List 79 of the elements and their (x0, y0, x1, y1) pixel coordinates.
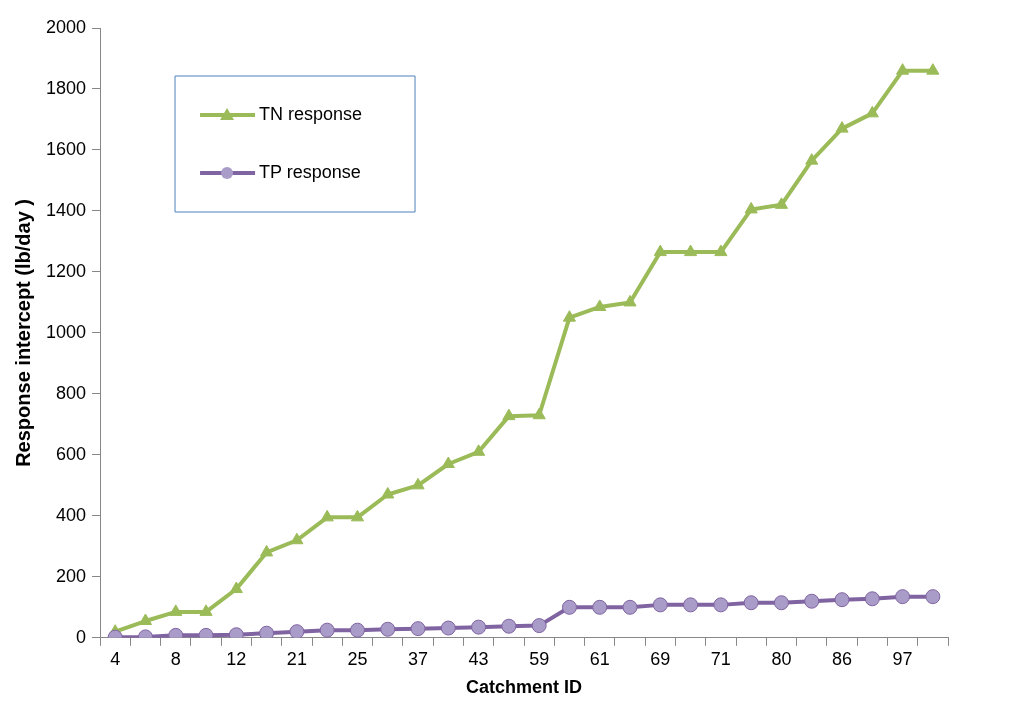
point (501, 618, 517, 634)
point (592, 599, 608, 615)
point (623, 294, 637, 307)
x-tick-label: 8 (170, 648, 181, 669)
point (835, 121, 849, 133)
x-tick-label: 25 (347, 648, 368, 669)
y-tick-label: 1200 (46, 260, 87, 281)
x-tick-label: 37 (408, 648, 429, 669)
legend-label: TN response (259, 103, 363, 124)
point (380, 621, 396, 637)
y-tick-label: 1600 (46, 138, 87, 159)
point (774, 197, 788, 209)
point (896, 63, 910, 75)
point (411, 477, 425, 490)
y-tick-label: 2000 (46, 16, 87, 37)
point (773, 595, 789, 611)
point (502, 408, 516, 421)
point (290, 532, 304, 545)
y-tick-label: 400 (56, 504, 87, 525)
point (864, 591, 880, 607)
point (683, 597, 699, 613)
point (804, 593, 820, 609)
point (320, 509, 334, 522)
point (440, 620, 456, 636)
point (169, 604, 183, 616)
point (441, 456, 455, 469)
point (531, 618, 547, 634)
point (925, 589, 941, 605)
point (834, 592, 850, 608)
x-tick-label: 21 (286, 648, 307, 669)
y-axis-title: Response intercept (lb/day ) (11, 198, 34, 467)
x-axis-title: Catchment ID (466, 677, 583, 698)
point (138, 613, 153, 626)
x-tick-label: 12 (226, 648, 247, 669)
point (349, 622, 365, 638)
point (472, 444, 486, 456)
point (805, 153, 819, 165)
point (895, 589, 911, 605)
x-tick-label: 4 (110, 648, 121, 669)
point (199, 604, 213, 616)
point (653, 244, 667, 257)
point (260, 544, 274, 557)
point (532, 407, 546, 420)
point (562, 310, 577, 322)
point (744, 201, 758, 214)
point (593, 299, 607, 311)
y-tick-label: 800 (56, 382, 87, 403)
point (229, 581, 243, 594)
legend-label: TP response (259, 161, 361, 182)
y-tick-label: 1400 (46, 199, 87, 220)
point (381, 487, 395, 499)
y-tick-label: 1000 (46, 321, 87, 342)
point (713, 597, 729, 613)
x-tick-label: 59 (529, 648, 550, 669)
point (319, 622, 335, 638)
y-tick-label: 600 (56, 443, 87, 464)
x-tick-label: 61 (589, 648, 610, 669)
point (652, 597, 668, 613)
x-tick-label: 97 (892, 648, 913, 669)
point (410, 621, 426, 637)
y-tick-label: 1800 (46, 77, 87, 98)
x-tick-label: 71 (710, 648, 731, 669)
point (622, 599, 638, 615)
point (684, 244, 698, 257)
x-tick-label: 43 (468, 648, 489, 669)
point (743, 595, 759, 611)
y-tick-label: 200 (56, 565, 87, 586)
x-tick-label: 69 (650, 648, 671, 669)
point (471, 619, 487, 635)
point (714, 244, 728, 257)
x-tick-label: 86 (831, 648, 853, 669)
y-tick-label: 0 (76, 626, 87, 647)
point (865, 105, 879, 118)
point (289, 624, 305, 638)
point (926, 63, 940, 75)
x-tick-label: 80 (771, 648, 792, 669)
point (350, 509, 365, 522)
point (259, 625, 275, 638)
point (561, 599, 577, 615)
